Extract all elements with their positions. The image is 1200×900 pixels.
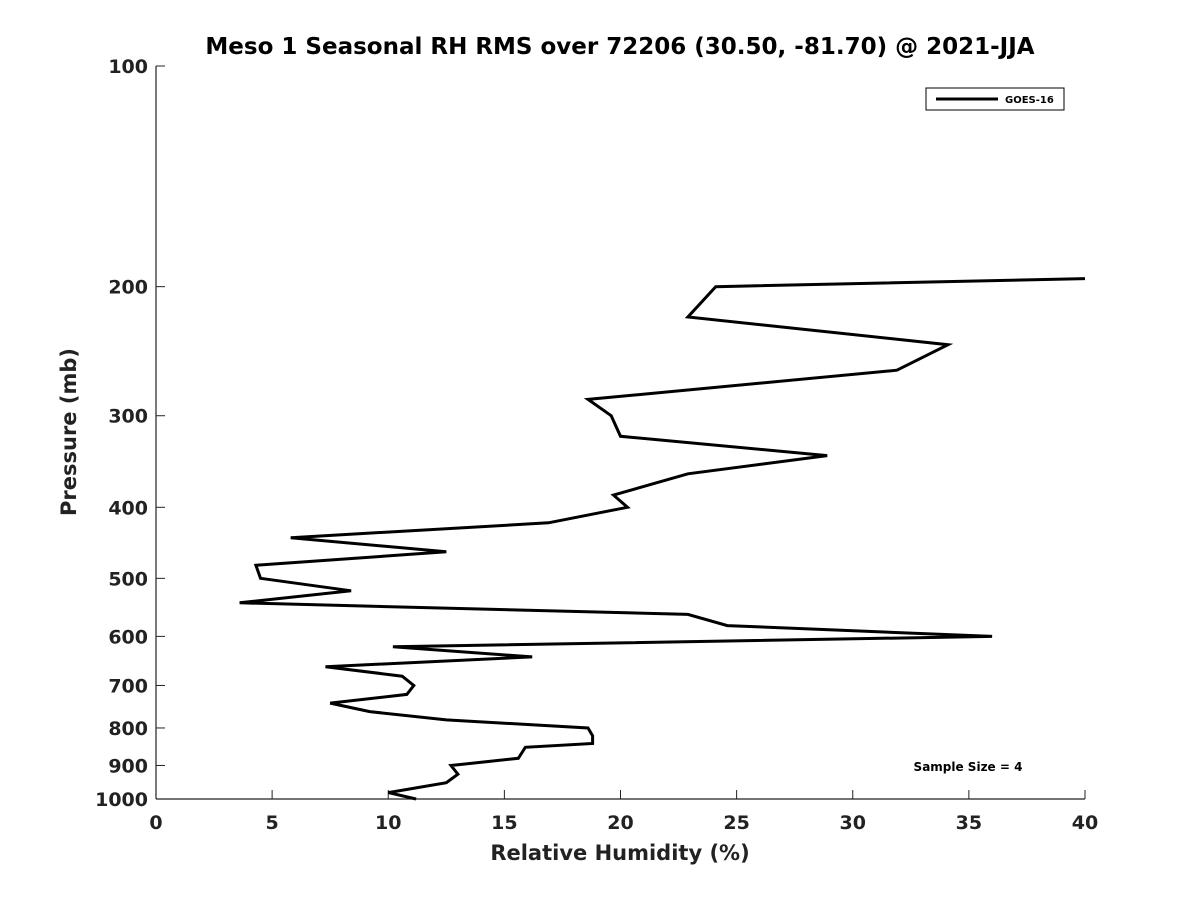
y-tick-label: 700	[108, 675, 148, 697]
x-tick-label: 15	[491, 812, 517, 834]
y-tick-label: 300	[108, 406, 148, 428]
y-tick-label: 500	[108, 568, 148, 590]
series-line-goes-16	[239, 277, 1086, 801]
chart-title: Meso 1 Seasonal RH RMS over 72206 (30.50…	[205, 34, 1034, 60]
x-tick-label: 5	[266, 812, 279, 834]
x-tick-label: 40	[1072, 812, 1098, 834]
y-tick-label: 900	[108, 755, 148, 777]
y-tick-label: 1000	[95, 789, 148, 811]
y-tick-label: 100	[108, 56, 148, 78]
y-tick-label: 400	[108, 497, 148, 519]
series-layer	[239, 277, 1086, 801]
x-tick-label: 0	[149, 812, 162, 834]
x-tick-label: 35	[956, 812, 982, 834]
x-tick-label: 10	[375, 812, 401, 834]
x-tick-label: 25	[723, 812, 749, 834]
sample-size-annotation: Sample Size = 4	[914, 760, 1023, 774]
x-axis-label: Relative Humidity (%)	[490, 841, 749, 865]
x-tick-label: 20	[607, 812, 633, 834]
y-tick-label: 800	[108, 718, 148, 740]
x-tick-label: 30	[840, 812, 866, 834]
legend: GOES-16	[925, 87, 1065, 111]
y-tick-label: 600	[108, 626, 148, 648]
x-ticks: 0 5 10 15 20 25 30 35 40	[149, 790, 1098, 834]
legend-label: GOES-16	[1005, 95, 1054, 106]
y-axis-label: Pressure (mb)	[57, 348, 81, 516]
plot-area: 0 5 10 15 20 25 30 35 40 100 200 300 400 500 600 700 80…	[95, 56, 1098, 834]
y-tick-label: 200	[108, 277, 148, 299]
y-ticks: 100 200 300 400 500 600 700 800 900 1000	[95, 56, 165, 811]
